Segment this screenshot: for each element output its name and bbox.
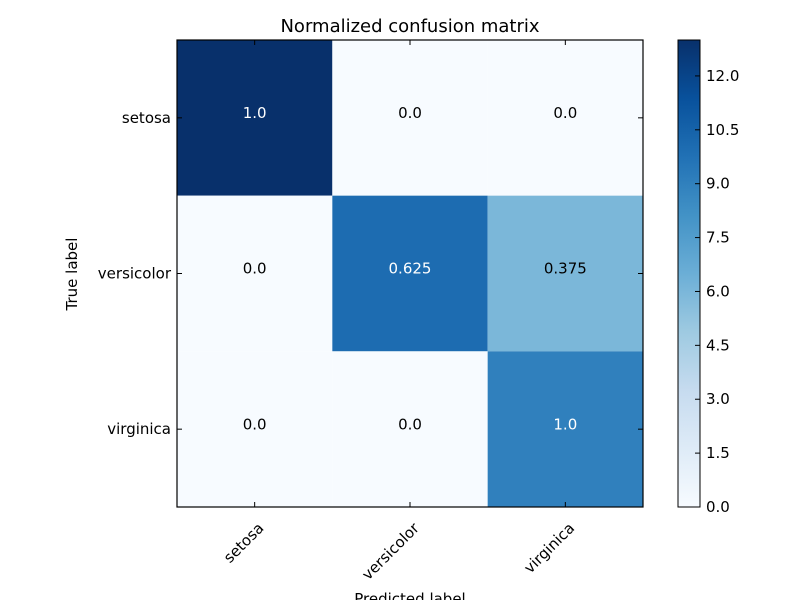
colorbar-tick-label: 7.5 bbox=[706, 229, 730, 247]
colorbar-ticks: 0.0 1.5 3.0 4.5 6.0 7.5 9.0 10.5 12.0 bbox=[695, 67, 739, 516]
colorbar-gradient bbox=[677, 39, 701, 508]
cell-value-label: 1.0 bbox=[243, 104, 267, 122]
colorbar-tick-label: 9.0 bbox=[706, 175, 730, 193]
cell-value-label: 0.0 bbox=[243, 415, 267, 433]
y-tick-label: setosa bbox=[122, 109, 171, 127]
heatmap-cell bbox=[332, 40, 488, 196]
heatmap-cells bbox=[177, 40, 643, 507]
y-axis-label: True label bbox=[63, 238, 81, 312]
heatmap-cell-labels: 1.0 0.0 0.0 0.0 0.625 0.375 0.0 0.0 1.0 bbox=[243, 104, 587, 433]
cell-value-label: 0.0 bbox=[243, 260, 267, 278]
colorbar-tick-label: 4.5 bbox=[706, 336, 730, 354]
heatmap-cell bbox=[487, 195, 643, 352]
x-tick-label: versicolor bbox=[358, 519, 423, 584]
cell-value-label: 0.0 bbox=[553, 104, 577, 122]
x-tick-label: virginica bbox=[520, 519, 578, 577]
heatmap-cell bbox=[487, 40, 643, 196]
colorbar-tick-label: 1.5 bbox=[706, 444, 730, 462]
colorbar-tick-label: 0.0 bbox=[706, 498, 730, 516]
colorbar-tick-label: 3.0 bbox=[706, 390, 730, 408]
colorbar-tick-label: 6.0 bbox=[706, 282, 730, 300]
chart-title: Normalized confusion matrix bbox=[280, 16, 539, 37]
colorbar-tick-label: 12.0 bbox=[706, 67, 739, 85]
heatmap-cell bbox=[332, 351, 488, 507]
cell-value-label: 0.625 bbox=[389, 260, 432, 278]
heatmap-cell bbox=[332, 195, 488, 352]
y-tick-label: virginica bbox=[107, 420, 171, 438]
cell-value-label: 0.0 bbox=[398, 104, 422, 122]
y-tick-label: versicolor bbox=[98, 265, 172, 283]
colorbar-tick-label: 10.5 bbox=[706, 121, 739, 139]
y-axis-ticks: setosa versicolor virginica bbox=[98, 109, 643, 438]
heatmap-cell bbox=[487, 351, 643, 507]
colorbar: 0.0 1.5 3.0 4.5 6.0 7.5 9.0 10.5 12.0 bbox=[677, 39, 739, 516]
heatmap-cell bbox=[177, 195, 333, 352]
cell-value-label: 0.0 bbox=[398, 415, 422, 433]
x-tick-label: setosa bbox=[220, 519, 267, 566]
heatmap-cell bbox=[177, 40, 333, 196]
cell-value-label: 0.375 bbox=[544, 260, 587, 278]
heatmap-cell bbox=[177, 351, 333, 507]
cell-value-label: 1.0 bbox=[553, 415, 577, 433]
x-axis-label: Predicted label bbox=[354, 590, 465, 600]
